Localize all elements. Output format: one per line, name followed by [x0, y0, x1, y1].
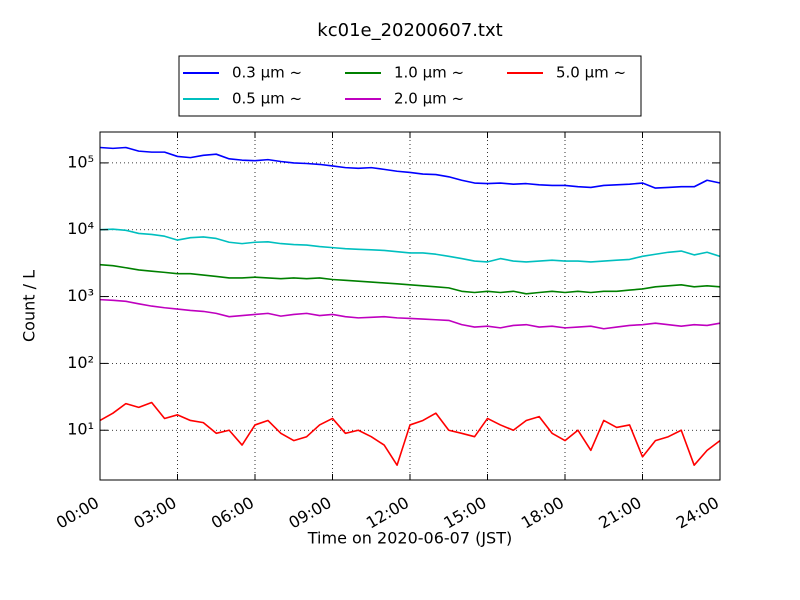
- data-line: [99, 298, 721, 330]
- legend-label: 5.0 μm ~: [556, 64, 626, 82]
- legend-label: 1.0 μm ~: [394, 64, 464, 82]
- y-axis-label: Count / L: [20, 270, 39, 342]
- data-line: [99, 146, 721, 189]
- data-line: [99, 401, 721, 466]
- x-axis-label: Time on 2020-06-07 (JST): [307, 529, 512, 548]
- data-line: [99, 228, 721, 263]
- y-tick-label: 10²: [67, 353, 94, 372]
- legend-label: 2.0 μm ~: [394, 90, 464, 108]
- y-tick-label: 10³: [67, 286, 94, 305]
- legend-box: [178, 55, 642, 117]
- y-tick-label: 10⁴: [67, 219, 94, 238]
- legend-label: 0.5 μm ~: [232, 90, 302, 108]
- y-tick-label: 10⁵: [67, 152, 94, 171]
- y-tick-label: 10¹: [67, 420, 94, 439]
- chart-title: kc01e_20200607.txt: [317, 20, 502, 41]
- plot-area: [99, 132, 721, 480]
- data-line: [99, 263, 721, 295]
- legend-label: 0.3 μm ~: [232, 64, 302, 82]
